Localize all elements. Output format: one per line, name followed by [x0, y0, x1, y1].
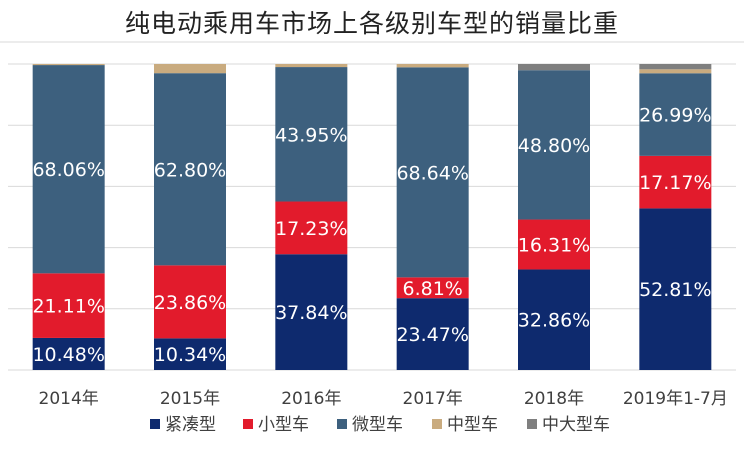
data-label: 62.80%: [154, 159, 226, 181]
data-label: 52.81%: [639, 279, 711, 301]
legend-label: 微型车: [352, 415, 403, 435]
data-label: 48.80%: [518, 135, 590, 157]
data-label: 43.95%: [275, 124, 347, 146]
legend-swatch: [337, 419, 347, 429]
bar-segment-紧凑型: [32, 337, 105, 370]
data-label: 17.23%: [275, 218, 347, 240]
bar-segment-小型车: [154, 265, 226, 339]
bar-segment-紧凑型: [154, 338, 226, 370]
data-label: 6.81%: [402, 278, 462, 300]
legend-label: 中大型车: [542, 415, 610, 435]
legend-swatch: [432, 419, 442, 429]
data-label: 21.11%: [32, 296, 104, 318]
x-tick-label: 2019年1-7月: [623, 389, 728, 409]
data-label: 32.86%: [518, 310, 590, 332]
legend-label: 紧凑型: [165, 415, 216, 435]
bar-segment-小型车: [32, 273, 105, 338]
bar-segment-微型车: [32, 65, 105, 274]
bar-segment-中型车: [396, 64, 469, 68]
data-label: 26.99%: [639, 105, 711, 127]
data-label: 68.06%: [32, 159, 104, 181]
x-tick-label: 2018年: [524, 389, 584, 409]
bar-segment-紧凑型: [396, 298, 469, 370]
data-label: 16.31%: [518, 234, 590, 256]
bar-segment-中大型车: [518, 64, 590, 71]
legend-swatch: [150, 419, 160, 429]
bar-segment-中型车: [32, 64, 105, 66]
bar-segment-中型车: [154, 64, 226, 74]
data-label: 23.86%: [154, 292, 226, 314]
data-label: 17.17%: [639, 172, 711, 194]
bar-segment-中大型车: [639, 64, 712, 70]
bar-segment-微型车: [396, 67, 469, 278]
bar-segment-小型车: [275, 201, 348, 255]
bar-segment-小型车: [639, 155, 712, 209]
x-tick-label: 2014年: [39, 389, 99, 409]
legend-label: 小型车: [258, 415, 309, 435]
bar-segment-紧凑型: [275, 254, 348, 370]
data-label: 37.84%: [275, 302, 347, 324]
bar-segment-小型车: [396, 277, 469, 299]
bar-segment-中型车: [275, 64, 348, 68]
x-tick-label: 2015年: [160, 389, 220, 409]
bar-segment-微型车: [154, 73, 226, 266]
bar-segment-微型车: [639, 73, 712, 156]
legend-swatch: [243, 419, 253, 429]
legend: 紧凑型 小型车 微型车 中型车 中大型车: [150, 415, 610, 435]
data-label: 10.48%: [32, 344, 104, 366]
data-label: 10.34%: [154, 344, 226, 366]
legend-swatch: [527, 419, 537, 429]
bar-segment-中型车: [639, 69, 712, 74]
x-tick-label: 2017年: [403, 389, 463, 409]
bar-segment-紧凑型: [639, 208, 712, 370]
data-label: 68.64%: [396, 162, 468, 184]
legend-label: 中型车: [447, 415, 498, 435]
gridlines: [0, 41, 744, 371]
x-tick-label: 2016年: [281, 389, 341, 409]
chart-title: 纯电动乘用车市场上各级别车型的销量比重: [124, 9, 619, 38]
bar-segment-小型车: [518, 219, 590, 270]
bar-segment-微型车: [275, 67, 348, 202]
bar-segment-微型车: [518, 70, 590, 220]
data-label: 23.47%: [396, 324, 468, 346]
data-labels: 10.48% 21.11% 68.06% 10.34% 23.86% 62.80% 37.8…: [32, 105, 711, 367]
x-axis-ticks: 2014年 2015年 2016年 2017年 2018年 2019年1-7月: [39, 389, 728, 409]
bars: [32, 64, 712, 370]
bar-segment-紧凑型: [518, 269, 590, 370]
